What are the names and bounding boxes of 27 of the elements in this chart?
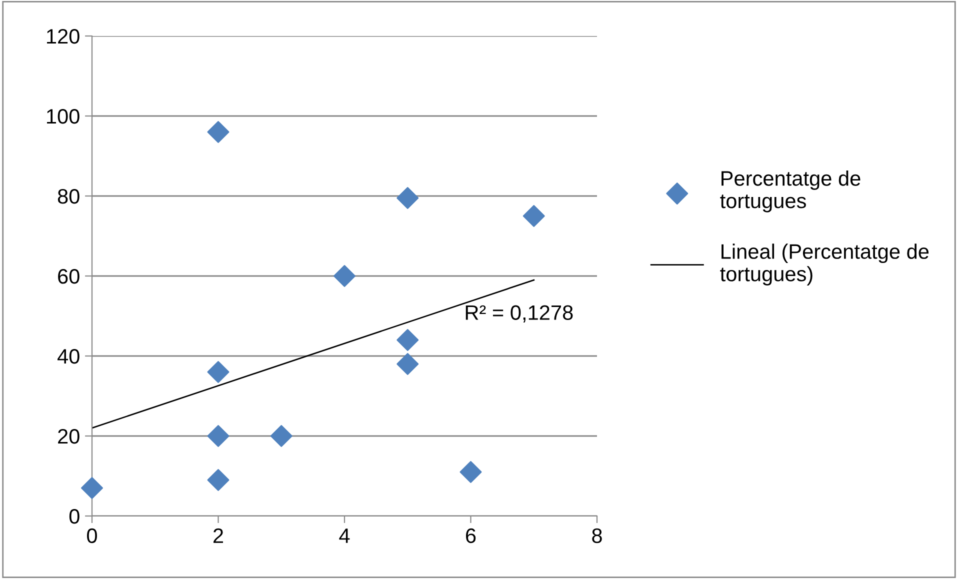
x-tick-label: 8 (592, 528, 602, 544)
point (270, 425, 292, 447)
point (460, 461, 482, 483)
point (207, 425, 230, 447)
x-tick-label: 2 (214, 528, 223, 543)
point (207, 121, 230, 143)
point (396, 187, 419, 209)
x-tick-label: 4 (339, 528, 350, 543)
x-tick-label: 0 (87, 528, 97, 544)
point (396, 329, 419, 351)
y-tick-label: 100 (47, 109, 80, 124)
point (207, 361, 230, 383)
y-tick-label: 20 (58, 429, 80, 444)
annotation: R² = 0,1278 (466, 305, 573, 322)
point (207, 469, 230, 491)
legend-label: Percentatge de tortugues (720, 170, 860, 212)
y-tick-label: 0 (69, 509, 80, 524)
x-tick-label: 6 (466, 528, 476, 544)
point (334, 265, 356, 287)
y-tick-label: 80 (58, 189, 80, 204)
legend-label: Lineal (Percentatge de tortugues) (720, 244, 929, 286)
y-tick-label: 120 (47, 29, 80, 44)
y-tick-label: 60 (58, 269, 80, 284)
point (522, 205, 545, 227)
point (396, 353, 419, 375)
y-tick-label: 40 (58, 349, 80, 364)
point (81, 477, 103, 499)
